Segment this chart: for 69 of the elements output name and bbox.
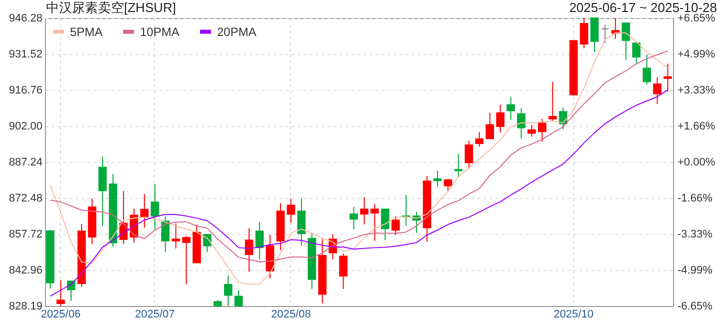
legend-label: 5PMA — [70, 24, 103, 39]
candlestick — [454, 154, 463, 178]
candlestick — [297, 198, 306, 246]
candlestick — [161, 216, 170, 252]
candlestick — [150, 184, 160, 230]
y2-tick-label: -6.65% — [678, 300, 713, 312]
candlestick — [538, 118, 546, 142]
candlestick — [234, 290, 243, 306]
candlestick — [140, 194, 149, 228]
candlestick — [360, 196, 368, 226]
candlestick — [381, 208, 390, 241]
x-tick-label: 2025/08 — [271, 308, 311, 320]
y2-tick-label: +6.65% — [678, 12, 716, 24]
candlestick — [339, 253, 348, 290]
candlestick — [182, 235, 190, 285]
x-tick-label: 2025/07 — [135, 308, 175, 320]
line-series — [50, 50, 668, 262]
candlestick — [391, 215, 400, 236]
candlestick — [67, 280, 76, 302]
candlestick — [580, 18, 588, 49]
y-tick-label: 872.48 — [8, 192, 42, 204]
y2-tick-label: +1.66% — [678, 120, 716, 133]
candlestick — [475, 131, 484, 148]
candlestick — [286, 198, 296, 224]
y2-tick-label: +0.00% — [678, 156, 716, 168]
candlestick — [506, 96, 515, 120]
y2-tick-label: -4.99% — [678, 264, 713, 277]
x-tick-label: 2025/10 — [554, 308, 594, 320]
candlestick — [600, 24, 610, 44]
legend-label: 20PMA — [217, 24, 256, 39]
candlestick — [56, 280, 65, 306]
y-tick-label: 946.28 — [8, 12, 42, 24]
candlestick — [590, 18, 599, 53]
candlestick — [224, 274, 232, 306]
y-tick-label: 842.96 — [8, 264, 42, 276]
y2-tick-label: -3.33% — [678, 228, 713, 241]
candlestick — [528, 124, 536, 138]
y2-tick-label: -1.66% — [678, 192, 713, 204]
y-tick-label: 887.24 — [8, 156, 42, 168]
candlestick — [370, 204, 379, 242]
y-tick-label: 828.19 — [8, 300, 42, 312]
y-tick-label: 931.52 — [8, 48, 42, 60]
candlestick — [642, 54, 651, 86]
candlestick — [517, 108, 526, 140]
candlestick — [255, 222, 264, 260]
legend-label: 10PMA — [140, 24, 180, 39]
candlestick — [653, 76, 662, 105]
candlestick — [486, 112, 494, 140]
candlestick — [496, 104, 504, 134]
y-tick-label: 902.00 — [8, 120, 42, 132]
candlestick — [244, 228, 254, 272]
line-series — [50, 89, 668, 297]
candlestick — [664, 63, 672, 92]
candlestick — [350, 206, 358, 230]
candlestick — [98, 156, 107, 227]
x-tick-label: 2025/06 — [40, 308, 81, 320]
y2-tick-label: +4.99% — [678, 48, 716, 60]
candlestick — [548, 81, 557, 122]
chart-title: 中汉尿素卖空[ZHSUR] — [46, 0, 176, 15]
y2-tick-label: +3.33% — [678, 84, 716, 96]
candlestick — [444, 178, 452, 192]
candlestick — [172, 222, 180, 249]
candlestick — [433, 170, 442, 188]
y-tick-label: 857.72 — [8, 228, 42, 240]
chart-subtitle: 2025-06-17 ~ 2025-10-28 — [569, 0, 717, 15]
candlestick — [464, 140, 474, 170]
y-tick-label: 916.76 — [8, 84, 42, 96]
candlestick — [622, 22, 630, 60]
candlestick — [632, 42, 641, 64]
